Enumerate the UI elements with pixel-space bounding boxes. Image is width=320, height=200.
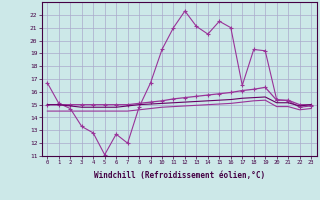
X-axis label: Windchill (Refroidissement éolien,°C): Windchill (Refroidissement éolien,°C) xyxy=(94,171,265,180)
